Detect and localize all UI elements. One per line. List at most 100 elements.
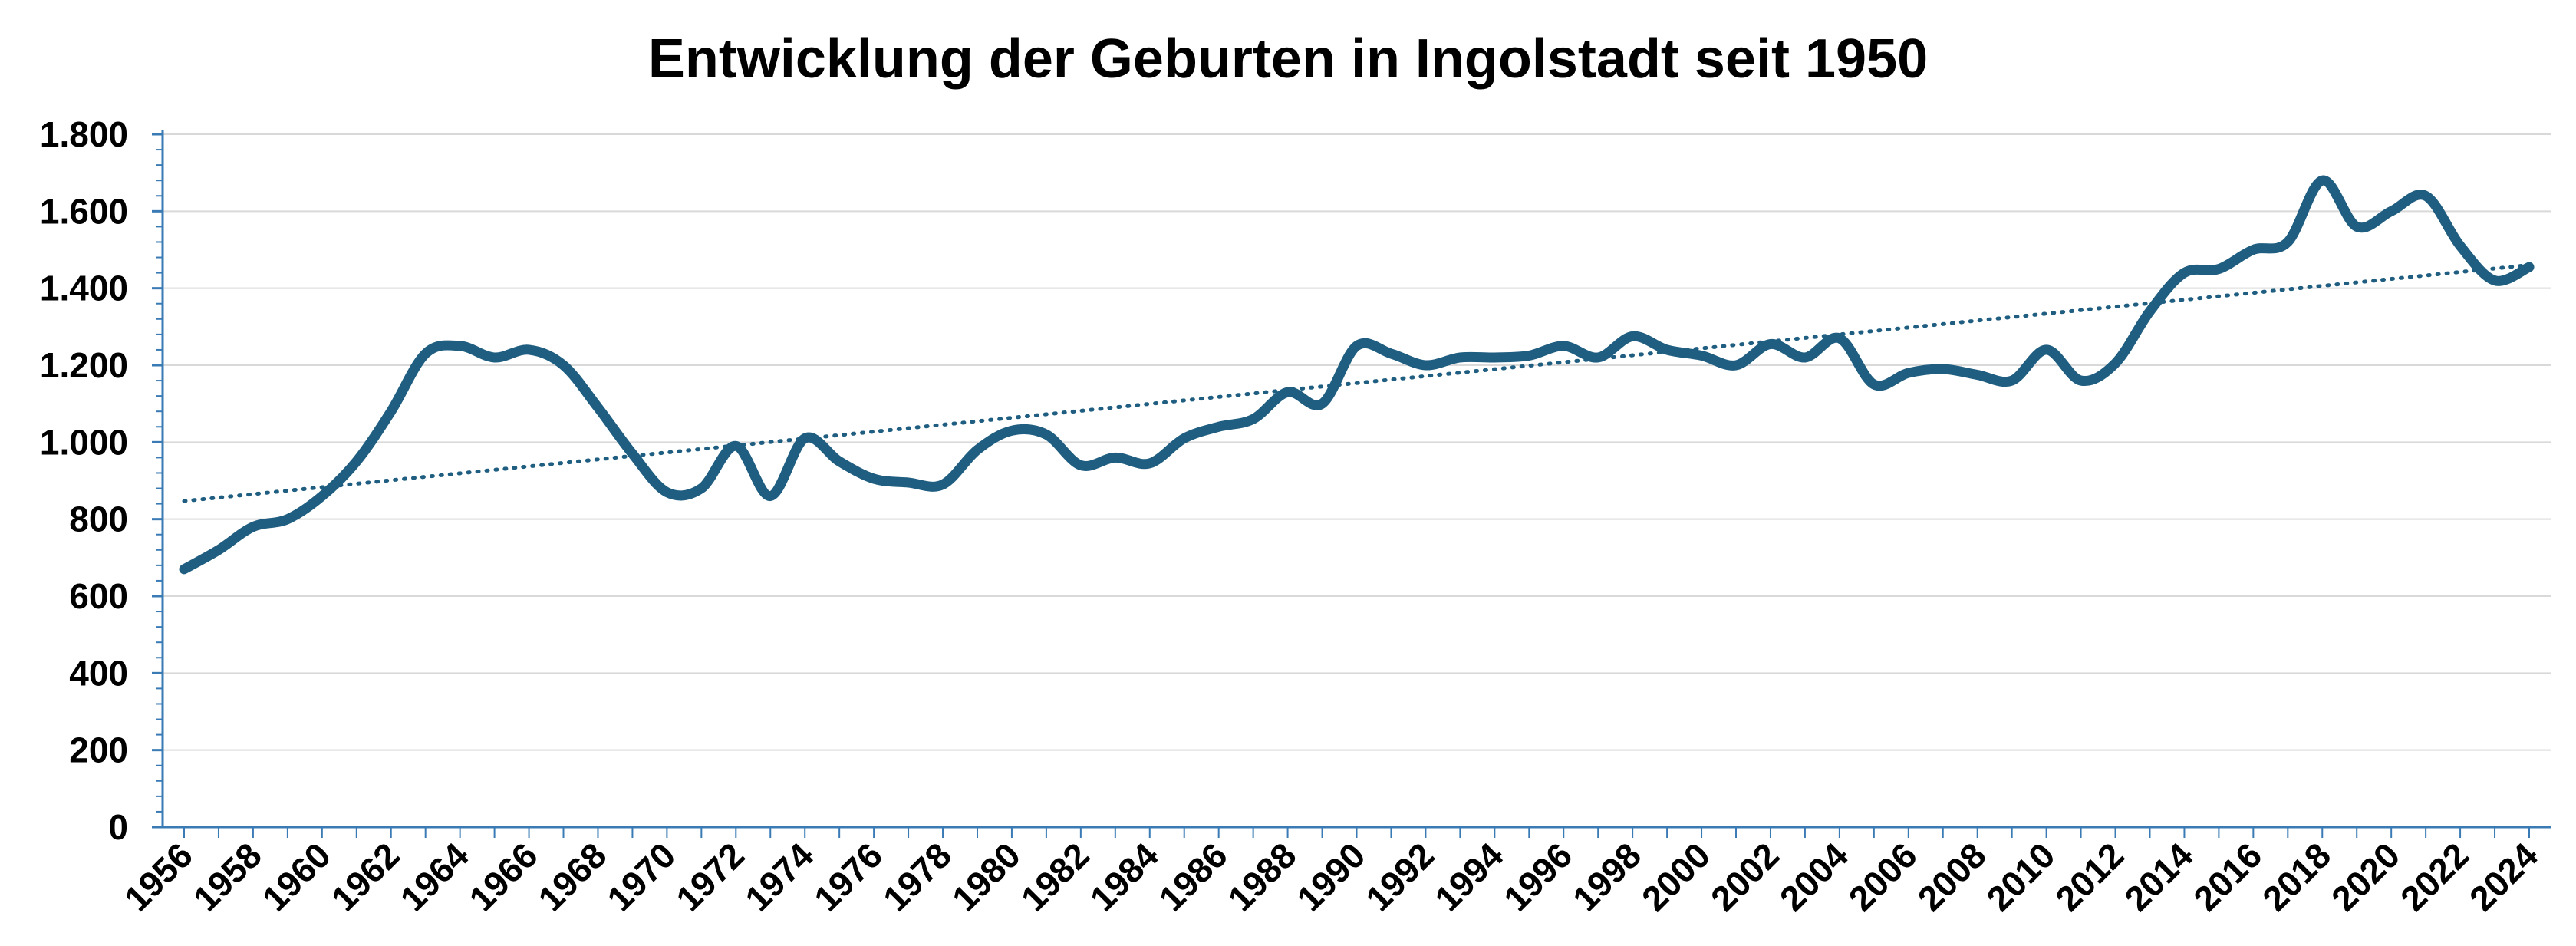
data-point-2000 <box>1697 351 1706 360</box>
x-tick-label: 2012 <box>2047 835 2131 918</box>
axes <box>152 130 2551 838</box>
data-point-1956 <box>180 565 189 574</box>
x-tick-label: 2022 <box>2393 835 2476 918</box>
data-point-1964 <box>456 341 465 351</box>
data-point-1973 <box>766 492 775 501</box>
data-point-1962 <box>387 407 396 416</box>
data-point-2023 <box>2490 276 2499 285</box>
data-point-2022 <box>2456 241 2465 250</box>
data-point-2006 <box>1904 368 1913 377</box>
data-point-1963 <box>421 349 430 358</box>
data-point-1991 <box>1386 349 1395 358</box>
data-point-1975 <box>835 457 844 466</box>
data-point-1980 <box>1007 426 1016 435</box>
x-tick-label: 2000 <box>1634 835 1718 918</box>
data-point-1994 <box>1490 353 1499 362</box>
x-tick-label: 1958 <box>186 835 269 918</box>
y-tick-label: 200 <box>69 730 128 770</box>
data-point-2005 <box>1869 380 1879 389</box>
data-point-2008 <box>1973 371 1982 380</box>
data-point-2016 <box>2248 246 2258 255</box>
y-tick-label: 0 <box>108 807 128 847</box>
x-tick-label: 1968 <box>530 835 614 918</box>
data-point-2011 <box>2077 376 2086 385</box>
data-point-1987 <box>1249 414 1258 424</box>
chart-title: Entwicklung der Geburten in Ingolstadt s… <box>647 28 1929 90</box>
x-tick-label: 2008 <box>1910 835 1994 918</box>
x-tick-label: 2002 <box>1703 835 1787 918</box>
x-tick-label: 1962 <box>324 835 407 918</box>
x-tick-label: 2014 <box>2116 835 2200 918</box>
data-point-2015 <box>2214 265 2223 274</box>
x-tick-label: 1980 <box>944 835 1028 918</box>
data-point-2017 <box>2283 237 2292 246</box>
data-point-2013 <box>2145 307 2154 316</box>
data-point-1995 <box>1524 351 1533 360</box>
x-tick-label: 2006 <box>1841 835 1925 918</box>
x-tick-label: 1978 <box>875 835 959 918</box>
data-point-1966 <box>525 345 534 354</box>
x-tick-label: 2010 <box>1979 835 2063 918</box>
data-point-2014 <box>2179 269 2189 278</box>
y-tick-label: 1.000 <box>40 422 128 462</box>
x-tick-label: 1988 <box>1220 835 1304 918</box>
data-point-1969 <box>628 449 637 458</box>
x-tick-label: 1998 <box>1565 835 1649 918</box>
data-point-2009 <box>2008 376 2017 385</box>
data-point-1974 <box>800 433 809 443</box>
data-point-1970 <box>662 488 671 497</box>
data-point-2004 <box>1835 334 1844 343</box>
data-point-2018 <box>2317 176 2327 185</box>
data-point-1972 <box>731 441 740 450</box>
data-point-1977 <box>904 478 913 487</box>
y-tick-labels: 0 200 400 600 800 1.000 1.200 1.400 1.600 1.800 <box>40 114 128 847</box>
x-tick-labels: 1956195819601962196419661968197019721974… <box>117 835 2545 918</box>
data-point-1985 <box>1180 433 1189 443</box>
y-tick-label: 1.800 <box>40 114 128 154</box>
data-point-1976 <box>869 474 878 483</box>
data-point-1988 <box>1283 387 1293 397</box>
x-tick-label: 1994 <box>1427 835 1510 918</box>
data-point-1996 <box>1559 341 1568 351</box>
data-point-2020 <box>2387 206 2396 216</box>
x-tick-label: 1966 <box>461 835 545 918</box>
data-point-2024 <box>2525 262 2534 272</box>
x-tick-label: 2018 <box>2255 835 2338 918</box>
x-tick-label: 1964 <box>393 835 476 918</box>
x-tick-label: 1982 <box>1013 835 1097 918</box>
data-point-1984 <box>1145 459 1155 468</box>
data-point-1979 <box>973 445 982 454</box>
y-tick-label: 1.600 <box>40 191 128 231</box>
data-point-1992 <box>1421 361 1430 370</box>
y-tick-label: 600 <box>69 576 128 616</box>
data-point-1960 <box>318 492 327 501</box>
data-point-2007 <box>1939 364 1948 374</box>
data-point-2010 <box>2042 345 2051 354</box>
data-point-1999 <box>1662 345 1672 354</box>
series-line <box>179 175 2535 575</box>
x-tick-label: 1956 <box>117 835 200 918</box>
x-tick-label: 2024 <box>2462 835 2545 918</box>
data-point-1957 <box>214 546 223 555</box>
data-point-2002 <box>1766 339 1775 348</box>
series-layer <box>179 175 2535 575</box>
data-point-1993 <box>1455 353 1464 362</box>
data-point-1982 <box>1076 460 1085 470</box>
data-point-2021 <box>2421 191 2430 200</box>
y-tick-label: 400 <box>69 653 128 693</box>
x-tick-label: 1992 <box>1358 835 1441 918</box>
data-point-2001 <box>1731 361 1741 370</box>
data-point-1961 <box>352 457 361 466</box>
data-point-1967 <box>559 361 568 370</box>
x-tick-label: 2016 <box>2186 835 2269 918</box>
data-point-1986 <box>1214 422 1224 431</box>
data-point-1981 <box>1042 430 1051 439</box>
data-point-1983 <box>1111 453 1120 462</box>
data-point-1998 <box>1628 331 1637 341</box>
data-point-1959 <box>283 515 292 524</box>
x-tick-label: 1986 <box>1151 835 1235 918</box>
data-point-2003 <box>1800 353 1810 362</box>
y-tick-label: 1.200 <box>40 345 128 385</box>
data-point-1978 <box>938 480 947 489</box>
data-point-1965 <box>490 353 499 362</box>
